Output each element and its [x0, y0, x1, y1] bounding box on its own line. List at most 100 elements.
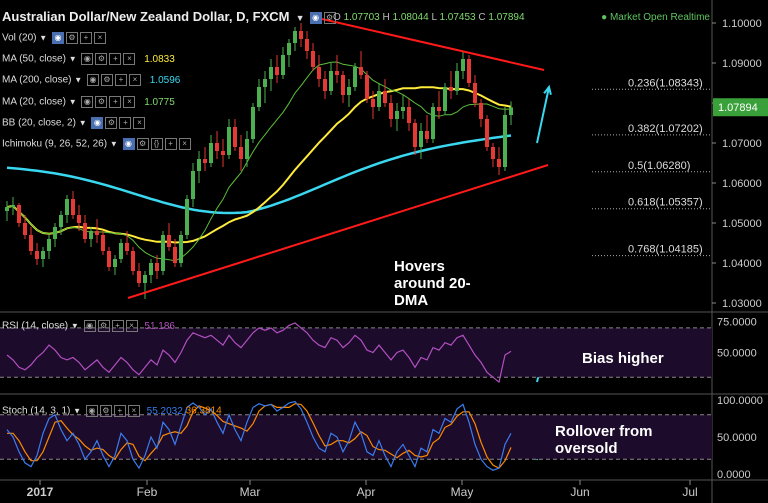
candle-up	[179, 235, 183, 263]
candle-down	[203, 159, 207, 163]
candle-down	[71, 199, 75, 215]
chevron-down-icon[interactable]: ▼	[39, 33, 48, 43]
candle-up	[257, 87, 261, 107]
settings-icon[interactable]: ⚙	[95, 53, 108, 65]
candle-up	[377, 91, 381, 107]
candle-down	[383, 91, 387, 103]
fib-level-label: 0.768(1.04185)	[628, 244, 703, 256]
candle-down	[317, 67, 321, 79]
chevron-down-icon[interactable]: ▼	[70, 321, 79, 331]
chevron-down-icon[interactable]: ▼	[295, 13, 305, 23]
eye-icon[interactable]: ◉	[122, 138, 135, 150]
add-icon[interactable]: +	[109, 53, 122, 65]
x-tick-label: Mar	[240, 485, 261, 499]
settings-icon[interactable]: ⚙	[136, 138, 149, 150]
settings-icon[interactable]: ⚙	[105, 117, 118, 129]
candle-down	[365, 75, 369, 99]
settings-icon[interactable]: ⚙	[97, 320, 110, 332]
candle-down	[491, 147, 495, 159]
rsi-line	[6, 322, 512, 384]
annotation-main: Hovers around 20-DMA	[394, 258, 471, 309]
add-icon[interactable]: +	[164, 138, 177, 150]
candle-down	[335, 71, 339, 75]
chevron-down-icon[interactable]: ▼	[68, 97, 77, 107]
indicator-row-ichimoku[interactable]: Ichimoku (9, 26, 52, 26) ▼ ◉ ⚙{} + ×	[2, 138, 191, 150]
eye-icon[interactable]: ◉	[91, 117, 104, 129]
close-icon[interactable]: ×	[125, 320, 138, 332]
indicator-label: BB (20, close, 2)	[2, 117, 76, 129]
indicator-row-ma50[interactable]: MA (50, close) ▼ ◉ ⚙ + × 1.0833	[2, 53, 175, 65]
stoch-tick-label: 0.0000	[717, 469, 751, 481]
chevron-down-icon[interactable]: ▼	[109, 139, 118, 149]
candle-down	[497, 159, 501, 167]
eye-icon[interactable]: ◉	[81, 53, 94, 65]
close-icon[interactable]: ×	[178, 138, 191, 150]
source-icon[interactable]: {}	[150, 138, 163, 150]
chevron-down-icon[interactable]: ▼	[78, 118, 87, 128]
eye-icon[interactable]: ◉	[86, 74, 99, 86]
annotation-rsi: Bias higher	[582, 350, 664, 367]
eye-icon[interactable]: ◉	[83, 320, 96, 332]
market-status: ● Market Open Realtime	[601, 12, 710, 23]
candle-up	[143, 275, 147, 283]
eye-icon[interactable]: ◉	[85, 405, 98, 417]
stoch-legend[interactable]: Stoch (14, 3, 1) ▼ ◉ ⚙ + × 55.2032 36.3814	[2, 405, 222, 417]
add-icon[interactable]: +	[114, 74, 127, 86]
close-icon[interactable]: ×	[123, 96, 136, 108]
close-icon[interactable]: ×	[128, 74, 141, 86]
close-icon[interactable]: ×	[133, 117, 146, 129]
candle-down	[221, 151, 225, 155]
indicator-row-bb[interactable]: BB (20, close, 2) ▼ ◉ ⚙ + ×	[2, 117, 146, 129]
chevron-down-icon[interactable]: ▼	[74, 75, 83, 85]
add-icon[interactable]: +	[111, 320, 124, 332]
chart-title: Australian Dollar/New Zealand Dollar, D,…	[2, 9, 290, 24]
rsi-legend[interactable]: RSI (14, close) ▼ ◉ ⚙ + × 51.186	[2, 320, 175, 332]
candle-down	[83, 223, 87, 239]
ohlc-close-value: 1.07894	[488, 12, 525, 23]
settings-icon[interactable]: ⚙	[95, 96, 108, 108]
last-price-tag	[713, 98, 768, 117]
settings-icon[interactable]: ⚙	[99, 405, 112, 417]
eye-icon[interactable]: ◉	[51, 32, 64, 44]
candle-up	[431, 107, 435, 139]
candle-up	[251, 107, 255, 139]
add-icon[interactable]: +	[119, 117, 132, 129]
fib-level-label: 0.236(1.08343)	[628, 77, 703, 89]
chevron-down-icon[interactable]: ▼	[73, 406, 82, 416]
fib-level-label: 0.618(1.05357)	[628, 197, 703, 209]
stoch-k-value: 55.2032	[146, 405, 183, 417]
add-icon[interactable]: +	[79, 32, 92, 44]
stoch-d-line	[7, 403, 512, 469]
candle-up	[89, 231, 93, 239]
rsi-label: RSI (14, close)	[2, 320, 69, 332]
stoch-tick-label: 100.0000	[717, 395, 763, 407]
close-icon[interactable]: ×	[93, 32, 106, 44]
trend-arrow-head	[543, 84, 552, 96]
ohlc-low-value: 1.07453	[439, 12, 476, 23]
settings-icon[interactable]: ⚙	[100, 74, 113, 86]
close-icon[interactable]: ×	[123, 53, 136, 65]
eye-icon[interactable]: ◉	[81, 96, 94, 108]
eye-icon[interactable]: ◉	[309, 12, 322, 25]
settings-icon[interactable]: ⚙	[65, 32, 78, 44]
candle-up	[59, 215, 63, 227]
settings-icon[interactable]: ⚙	[323, 12, 336, 25]
indicator-row-vol[interactable]: Vol (20) ▼ ◉ ⚙ + ×	[2, 32, 106, 44]
chevron-down-icon[interactable]: ▼	[68, 54, 77, 64]
candle-down	[233, 127, 237, 147]
y-tick-label: 1.06000	[722, 178, 762, 190]
add-icon[interactable]: +	[113, 405, 126, 417]
indicator-row-ma200[interactable]: MA (200, close) ▼ ◉ ⚙ + × 1.0596	[2, 74, 180, 86]
candle-up	[401, 107, 405, 111]
x-tick-label: Feb	[137, 485, 158, 499]
candle-up	[293, 31, 297, 43]
candle-up	[47, 239, 51, 251]
candle-up	[5, 207, 9, 211]
indicator-row-ma20[interactable]: MA (20, close) ▼ ◉ ⚙ + × 1.0775	[2, 96, 175, 108]
candle-up	[149, 263, 153, 275]
add-icon[interactable]: +	[109, 96, 122, 108]
candle-up	[185, 199, 189, 235]
close-icon[interactable]: ×	[127, 405, 140, 417]
candle-down	[17, 205, 21, 223]
